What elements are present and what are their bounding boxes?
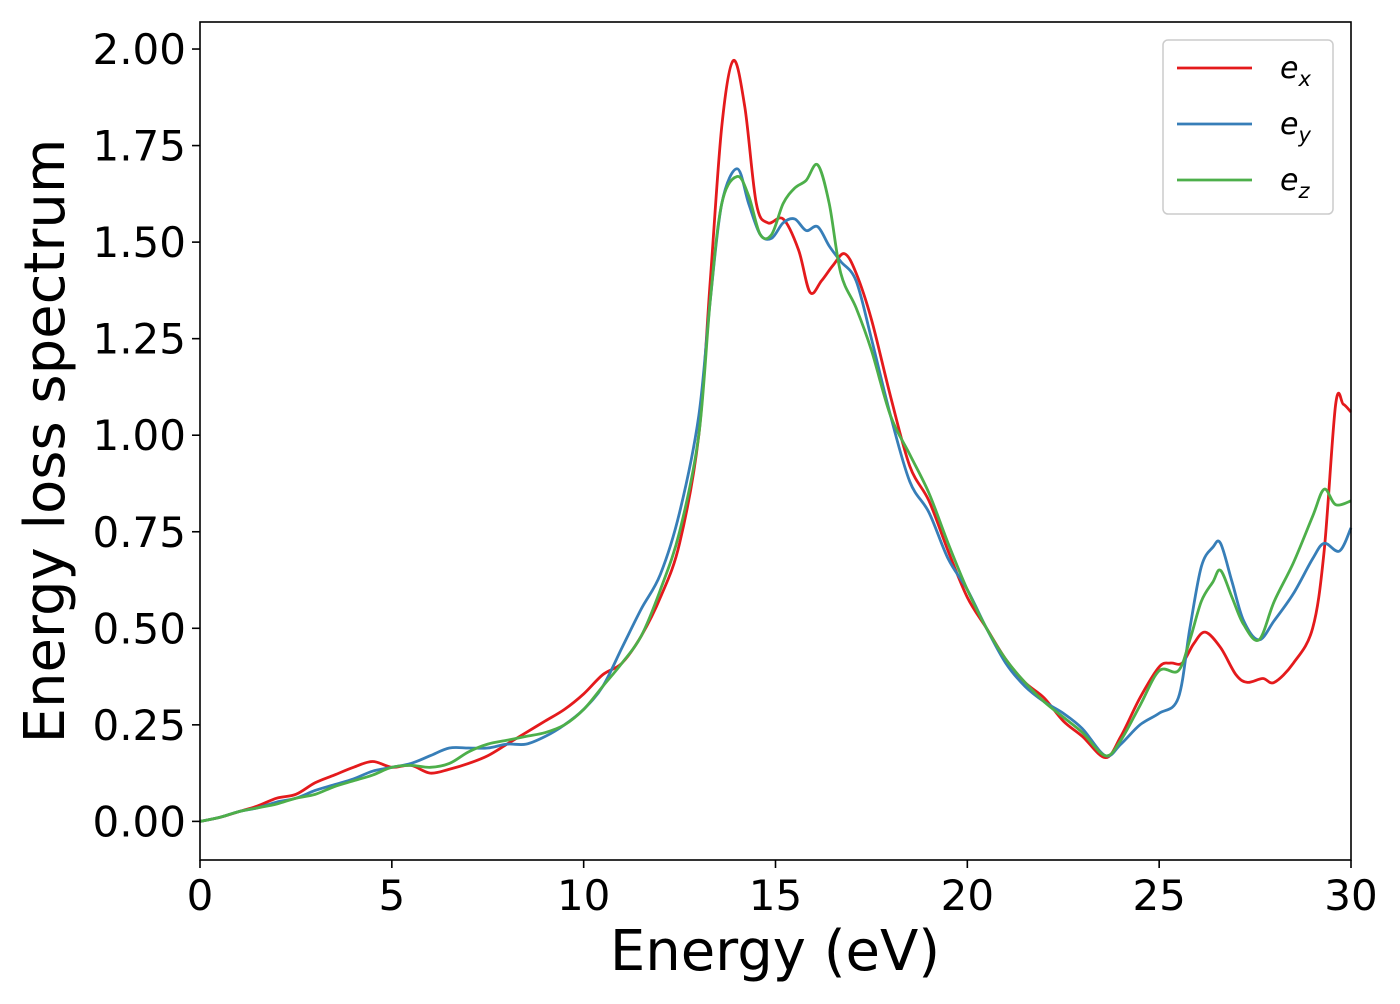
x-tick-label: 5 (378, 871, 405, 920)
series-line-y (199, 167, 1353, 823)
legend-box (1162, 39, 1334, 215)
y-axis-ticks: 0.00 0.25 0.50 0.75 1.00 1.25 1.50 1.75 2.00 (92, 25, 200, 846)
x-tick-label: 30 (1324, 871, 1377, 920)
legend-label-z: ez (1280, 163, 1310, 203)
y-tick-label: 0.75 (92, 508, 186, 557)
x-tick-label: 15 (749, 871, 802, 920)
legend-label-y: ey (1280, 107, 1311, 147)
y-tick-label: 0.50 (92, 604, 186, 653)
x-axis-label: Energy (eV) (610, 919, 940, 984)
series-line-z (199, 162, 1352, 823)
x-tick-label: 0 (187, 871, 214, 920)
series-line-x (199, 59, 1353, 823)
x-axis-ticks: 0 5 10 15 20 25 30 (187, 860, 1378, 920)
y-tick-label: 0.25 (92, 701, 186, 750)
plot-area-background (200, 22, 1351, 860)
y-tick-label: 1.75 (92, 122, 186, 171)
legend-label-x: ex (1280, 51, 1311, 91)
series-layer (199, 59, 1353, 823)
x-tick-label: 20 (941, 871, 994, 920)
x-tick-label: 25 (1132, 871, 1185, 920)
y-tick-label: 1.25 (92, 315, 186, 364)
y-tick-label: 1.00 (92, 411, 186, 460)
y-tick-label: 2.00 (92, 25, 186, 74)
y-tick-label: 1.50 (92, 218, 186, 267)
legend-items: ex ey ez (1177, 51, 1311, 203)
y-axis-label: Energy loss spectrum (13, 139, 78, 744)
x-tick-label: 10 (557, 871, 610, 920)
y-tick-label: 0.00 (92, 797, 186, 846)
legend: ex ey ez (1162, 39, 1334, 215)
